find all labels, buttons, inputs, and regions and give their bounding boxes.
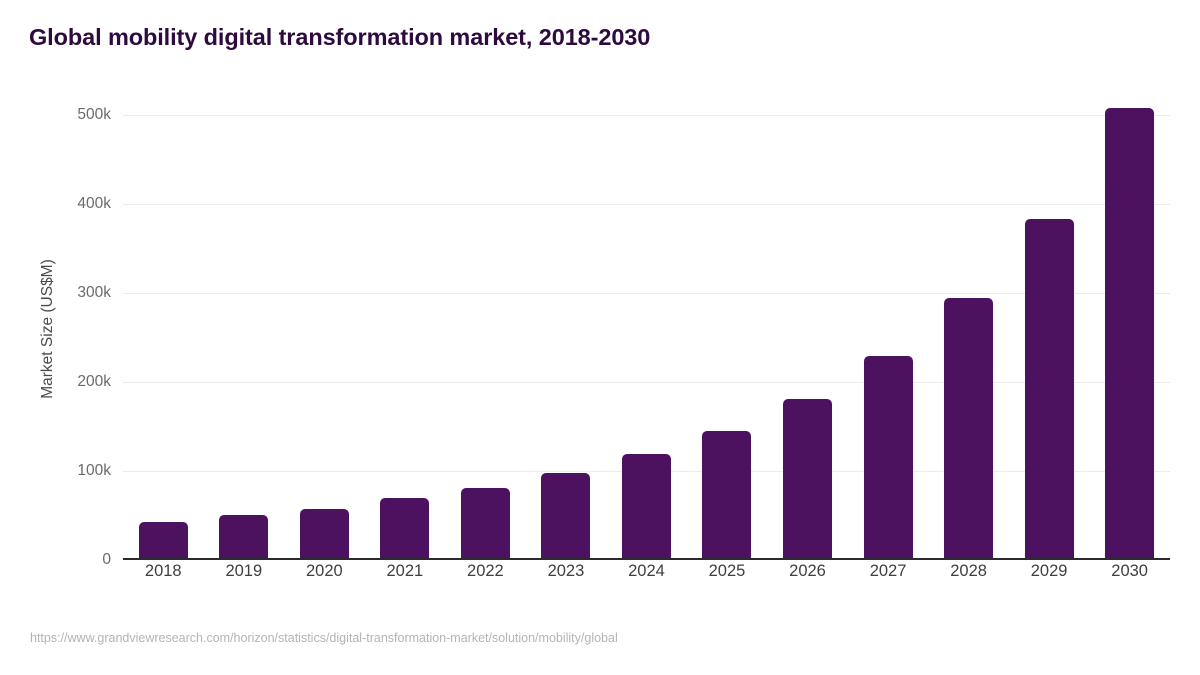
bar-slot: 2022 bbox=[445, 100, 526, 580]
x-axis-tick-label: 2018 bbox=[144, 562, 182, 580]
y-axis-tick-label: 100k bbox=[77, 462, 111, 480]
bar-slot: 2030 bbox=[1089, 100, 1170, 580]
x-axis-tick-label: 2023 bbox=[547, 562, 585, 580]
x-axis-tick-label: 2022 bbox=[467, 562, 504, 580]
bar[interactable] bbox=[702, 430, 752, 558]
bar-slot: 2026 bbox=[767, 100, 848, 580]
x-axis-line bbox=[123, 558, 1170, 560]
bar[interactable] bbox=[621, 453, 671, 558]
y-axis-tick-label: 500k bbox=[77, 106, 111, 124]
y-axis-title: Market Size (US$M) bbox=[39, 259, 56, 399]
gridline bbox=[123, 204, 1170, 206]
bar[interactable] bbox=[783, 398, 833, 558]
bar-slot: 2023 bbox=[526, 100, 607, 580]
bar-slot: 2019 bbox=[204, 100, 285, 580]
bar-slot: 2020 bbox=[284, 100, 365, 580]
bar[interactable] bbox=[219, 515, 269, 558]
x-axis-tick-label: 2021 bbox=[386, 562, 424, 580]
bar[interactable] bbox=[541, 473, 591, 558]
y-axis-tick-label: 400k bbox=[77, 195, 111, 213]
bar[interactable] bbox=[863, 356, 913, 558]
x-axis-tick-label: 2020 bbox=[305, 562, 343, 580]
y-axis-tick-label: 300k bbox=[77, 284, 111, 302]
source-url: https://www.grandviewresearch.com/horizo… bbox=[30, 631, 618, 645]
x-axis-tick-label: 2028 bbox=[950, 562, 987, 580]
x-axis-tick-label: 2024 bbox=[628, 562, 665, 580]
bar[interactable] bbox=[138, 521, 188, 558]
bar-slot: 2024 bbox=[606, 100, 687, 580]
gridline bbox=[123, 293, 1170, 295]
x-axis-tick-label: 2026 bbox=[789, 562, 826, 580]
bar[interactable] bbox=[1105, 107, 1155, 558]
bar[interactable] bbox=[380, 498, 430, 558]
bar[interactable] bbox=[944, 298, 994, 558]
plot-area: 0 100k 200k 300k 400k 500k 2018 2019 2020 2021 20… bbox=[77, 100, 1170, 580]
bar-slot: 2027 bbox=[848, 100, 929, 580]
bar-slot: 2028 bbox=[928, 100, 1009, 580]
x-axis-tick-label: 2019 bbox=[225, 562, 263, 580]
bar-series: 2018 2019 2020 2021 2022 2023 2024 2025 2026 2027… bbox=[123, 100, 1170, 580]
gridline bbox=[123, 382, 1170, 384]
bar-slot: 2025 bbox=[687, 100, 768, 580]
x-axis-tick-label: 2027 bbox=[869, 562, 907, 580]
bar[interactable] bbox=[299, 509, 349, 558]
y-axis-tick-label: 200k bbox=[77, 373, 111, 391]
page-title: Global mobility digital transformation m… bbox=[29, 24, 651, 50]
bar-slot: 2018 bbox=[123, 100, 204, 580]
bar[interactable] bbox=[1024, 219, 1074, 558]
bar-slot: 2021 bbox=[365, 100, 446, 580]
bar[interactable] bbox=[460, 487, 510, 558]
y-axis-tick-label: 0 bbox=[102, 551, 111, 568]
x-axis-tick-label: 2030 bbox=[1111, 562, 1148, 580]
gridline bbox=[123, 115, 1170, 117]
x-axis-tick-label: 2025 bbox=[708, 562, 746, 580]
x-axis-tick-label: 2029 bbox=[1030, 562, 1068, 580]
bar-slot: 2029 bbox=[1009, 100, 1090, 580]
